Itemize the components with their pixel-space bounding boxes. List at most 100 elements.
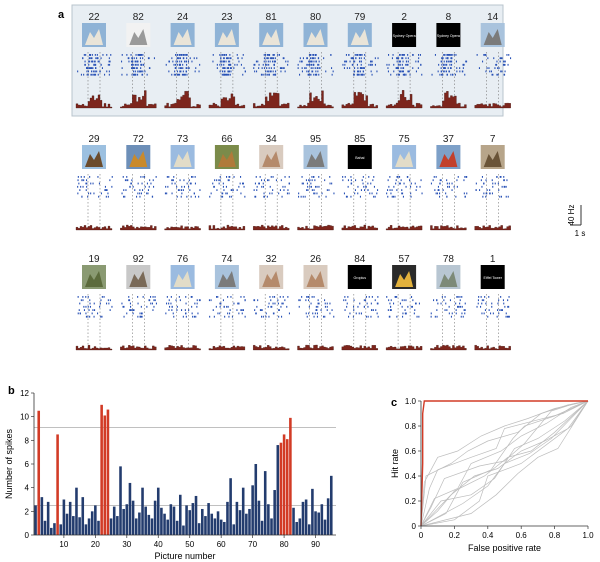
raster-spike (174, 182, 176, 185)
raster-spike (101, 315, 103, 318)
thumbnail-subject (395, 271, 414, 287)
raster-spike (316, 315, 318, 318)
opera-house-thumbnail-icon (214, 23, 239, 47)
raster-spike (504, 70, 506, 73)
raster-spike (226, 305, 228, 308)
raster-spike (224, 315, 226, 318)
raster-spike (441, 57, 443, 60)
raster-spike (486, 67, 488, 69)
raster-spike (191, 312, 193, 315)
raster-spike (185, 312, 187, 315)
raster-spike (133, 73, 135, 76)
raster-spike (504, 185, 506, 188)
raster-spike (357, 192, 359, 195)
raster-spike (271, 57, 273, 60)
raster-spike (371, 192, 373, 195)
raster-spike (306, 315, 308, 318)
raster-spike (430, 312, 432, 315)
raster-spike (403, 182, 405, 185)
raster-spike (121, 67, 123, 69)
raster-spike (188, 67, 190, 69)
raster-spike (229, 176, 231, 178)
raster-spike (83, 309, 85, 311)
raster-spike (480, 305, 482, 308)
raster-spike (284, 299, 286, 302)
raster-spike (361, 73, 363, 76)
raster-spike (244, 299, 246, 302)
raster-spike (354, 67, 356, 69)
raster-spike (171, 305, 173, 308)
raster-spike (222, 185, 224, 188)
raster-spike (501, 70, 503, 73)
raster-spike (358, 73, 360, 76)
raster-spike (153, 57, 155, 60)
raster-spike (298, 192, 300, 195)
raster-spike (352, 57, 354, 60)
raster-spike (226, 57, 228, 60)
raster-spike (496, 176, 498, 178)
raster-spike (464, 302, 466, 305)
text-card-thumbnail-icon: Bahai (347, 145, 372, 169)
raster-spike (229, 57, 231, 60)
raster-spike (239, 182, 241, 185)
raster-spike (152, 179, 154, 182)
raster-spike (137, 54, 139, 56)
raster-spike (326, 302, 328, 305)
text-card-thumbnail-icon: Eiffel Tower (480, 265, 505, 289)
raster-spike (344, 176, 346, 178)
raster-spike (214, 179, 216, 182)
bar-picture-51 (191, 503, 195, 535)
raster-spike (506, 54, 508, 56)
raster-spike (240, 176, 242, 178)
raster-spike (466, 176, 468, 178)
raster-spike (353, 73, 355, 76)
raster-spike (495, 63, 497, 66)
raster-spike (309, 57, 311, 60)
bar-picture-89 (311, 488, 314, 535)
raster-spike (356, 54, 358, 56)
raster-spike (270, 67, 272, 69)
raster-spike (433, 299, 435, 302)
x-tick-label: 0.2 (449, 531, 461, 540)
raster-spike (481, 302, 483, 305)
raster-spike (128, 57, 130, 60)
raster-spike (80, 73, 82, 76)
raster-spike (174, 70, 176, 73)
raster-spike (282, 67, 284, 69)
raster-spike (127, 179, 129, 182)
raster-spike (304, 195, 306, 198)
raster-spike (357, 73, 359, 76)
raster-spike (433, 176, 435, 178)
raster-spike (267, 57, 269, 60)
x-tick-label: 50 (185, 540, 194, 549)
raster-spike (181, 54, 183, 56)
raster-spike (238, 312, 240, 315)
raster-spike (310, 185, 312, 188)
raster-spike (144, 185, 146, 188)
raster-spike (314, 192, 316, 195)
raster-spike (254, 63, 256, 66)
raster-spike (362, 67, 364, 69)
raster-spike (149, 299, 151, 302)
raster-spike (267, 305, 269, 308)
raster-spike (137, 63, 139, 66)
raster-spike (508, 315, 510, 318)
raster-spike (268, 67, 270, 69)
raster-spike (461, 312, 463, 315)
stimulus-number: 75 (399, 134, 411, 145)
raster-spike (407, 57, 409, 60)
raster-spike (261, 179, 263, 182)
raster-spike (175, 54, 177, 56)
x-axis-title: False positive rate (468, 543, 541, 553)
raster-spike (488, 296, 490, 298)
psth-histogram (120, 345, 157, 351)
raster-spike (351, 57, 353, 60)
raster-spike (398, 60, 400, 63)
bar-picture-84 (295, 521, 298, 535)
raster-spike (83, 73, 85, 76)
raster-spike (442, 189, 444, 191)
raster-spike (171, 309, 173, 311)
raster-spike (417, 60, 419, 63)
raster-spike (401, 63, 403, 66)
raster-spike (90, 57, 92, 60)
